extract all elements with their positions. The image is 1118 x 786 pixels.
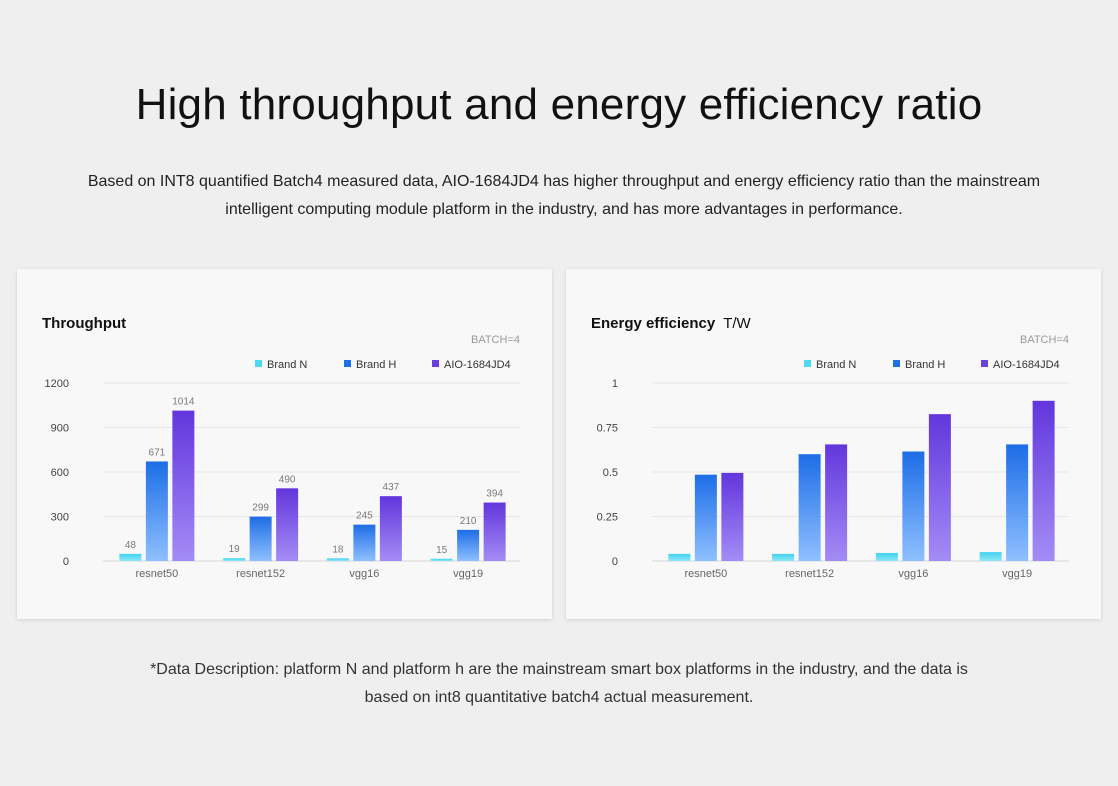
- legend-swatch: [432, 360, 439, 367]
- batch-label: BATCH=4: [470, 334, 520, 346]
- legend-swatch: [804, 360, 811, 367]
- data-label: 671: [149, 447, 166, 458]
- page-subtitle: Based on INT8 quantified Batch4 measured…: [87, 173, 1041, 218]
- bar: [430, 558, 453, 561]
- page-title: High throughput and energy efficiency ra…: [135, 80, 983, 129]
- data-label: 1014: [172, 397, 195, 408]
- energy-efficiency-chart-card: Energy efficiency T/W BATCH=4 0 0.25 0.5 0.7…: [566, 269, 1101, 619]
- bar: [668, 553, 691, 561]
- y-tick-label: 0.75: [597, 423, 618, 435]
- legend-swatch: [893, 360, 900, 367]
- throughput-chart: 0 300 600 900 1200 Brand N Brand H AIO-1684JD4 4…: [45, 359, 520, 580]
- data-label: 18: [332, 544, 344, 555]
- bar: [223, 558, 246, 561]
- legend-swatch: [255, 360, 262, 367]
- y-tick-label: 0.5: [603, 467, 618, 479]
- y-tick-label: 600: [51, 467, 69, 479]
- data-label: 19: [229, 544, 241, 555]
- legend-label: AIO-1684JD4: [993, 359, 1060, 371]
- legend-label: Brand H: [905, 359, 945, 371]
- x-tick-label: vgg19: [1002, 568, 1032, 580]
- throughput-chart-card: Throughput BATCH=4 0 300 600 900 1200 Brand N…: [17, 269, 552, 619]
- bar: [483, 502, 506, 561]
- bar: [379, 496, 402, 561]
- legend-label: Brand H: [356, 359, 396, 371]
- legend-label: AIO-1684JD4: [444, 359, 511, 371]
- bar: [172, 410, 195, 561]
- bar: [145, 461, 168, 561]
- y-tick-label: 0: [63, 556, 69, 568]
- bar: [928, 414, 951, 561]
- x-tick-label: vgg19: [453, 568, 483, 580]
- chart-title-text: Energy efficiency: [591, 315, 716, 332]
- footnote: *Data Description: platform N and platfo…: [150, 661, 968, 706]
- data-label: 15: [436, 545, 448, 556]
- data-label: 299: [252, 503, 269, 514]
- bar: [353, 524, 376, 561]
- chart-title-text: Throughput: [42, 315, 127, 332]
- y-tick-label: 300: [51, 512, 69, 524]
- x-tick-label: resnet152: [785, 568, 834, 580]
- bar: [249, 516, 272, 561]
- legend-swatch: [981, 360, 988, 367]
- bar: [694, 474, 717, 561]
- x-tick-label: vgg16: [898, 568, 928, 580]
- bar: [1006, 444, 1029, 561]
- data-label: 490: [279, 474, 296, 485]
- bar: [772, 553, 795, 561]
- bar: [825, 444, 848, 561]
- chart-title: Throughput: [42, 315, 134, 332]
- bar: [119, 553, 142, 561]
- chart-title: Energy efficiency T/W: [591, 315, 751, 332]
- data-label: 210: [460, 516, 477, 527]
- y-tick-label: 0: [612, 556, 618, 568]
- bar: [798, 454, 821, 561]
- bar: [326, 558, 349, 561]
- x-tick-label: resnet50: [684, 568, 727, 580]
- x-tick-label: vgg16: [349, 568, 379, 580]
- y-tick-label: 1200: [45, 378, 69, 390]
- data-label: 48: [125, 540, 137, 551]
- data-label: 245: [356, 511, 373, 522]
- bar: [457, 529, 480, 561]
- x-tick-label: resnet152: [236, 568, 285, 580]
- data-label: 437: [383, 482, 400, 493]
- bar: [875, 552, 898, 561]
- legend-label: Brand N: [267, 359, 307, 371]
- legend-label: Brand N: [816, 359, 856, 371]
- legend-swatch: [344, 360, 351, 367]
- bar: [721, 472, 744, 561]
- y-tick-label: 0.25: [597, 512, 618, 524]
- batch-label: BATCH=4: [1019, 334, 1069, 346]
- bar: [1032, 400, 1055, 561]
- chart-unit: T/W: [723, 315, 751, 332]
- bar: [902, 451, 925, 561]
- bar: [979, 552, 1002, 561]
- energy-efficiency-chart: 0 0.25 0.5 0.75 1 Brand N Brand H AIO-1684JD4 re…: [597, 359, 1069, 580]
- x-tick-label: resnet50: [135, 568, 178, 580]
- data-label: 394: [486, 489, 503, 500]
- y-tick-label: 900: [51, 423, 69, 435]
- bar: [276, 488, 299, 561]
- y-tick-label: 1: [612, 378, 618, 390]
